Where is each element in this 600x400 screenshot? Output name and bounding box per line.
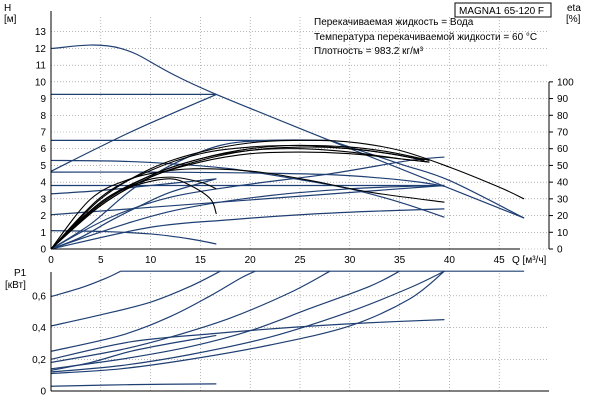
head-curve <box>50 184 445 216</box>
head-y-tick-label: 6 <box>40 144 46 155</box>
flow-xlabel: Q [м³/ч] <box>512 255 547 266</box>
eta-y-tick-label: 70 <box>557 128 569 139</box>
efficiency-curve <box>50 168 445 250</box>
head-y-tick-label: 8 <box>40 111 46 122</box>
flow-x-tick-label: 5 <box>98 255 104 266</box>
head-ylabel-symbol: H <box>4 3 11 14</box>
eta-y-tick-label: 60 <box>557 144 569 155</box>
title-box <box>454 2 552 18</box>
head-y-tick-label: 9 <box>40 94 46 105</box>
power-curve <box>50 383 217 387</box>
power-curve <box>50 270 256 352</box>
power-curve <box>50 319 445 360</box>
power-panel-grid <box>50 272 549 392</box>
power-y-tick-label: 0 <box>40 387 46 398</box>
power-curve <box>50 270 445 373</box>
head-panel-curves <box>50 44 525 250</box>
eta-y-tick-label: 80 <box>557 111 569 122</box>
flow-x-tick-label: 20 <box>245 255 257 266</box>
power-y-tick-label: 0,4 <box>32 323 46 334</box>
efficiency-curve <box>50 178 217 250</box>
power-curve <box>50 270 445 375</box>
eta-y-tick-label: 90 <box>557 94 569 105</box>
head-y-tick-label: 4 <box>40 178 46 189</box>
info-density: Плотность = 983.2 кг/м³ <box>314 46 424 57</box>
power-ylabel-unit: [кВт] <box>5 280 26 291</box>
power-curve <box>50 270 331 364</box>
efficiency-curve <box>50 151 430 250</box>
head-y-tick-label: 5 <box>40 161 46 172</box>
flow-x-tick-label: 25 <box>294 255 306 266</box>
eta-y-tick-label: 40 <box>557 178 569 189</box>
power-curve <box>50 270 221 327</box>
power-curve <box>50 270 121 298</box>
head-curve <box>50 208 445 250</box>
chart-title: MAGNA1 65-120 F <box>459 6 544 17</box>
head-y-tick-label: 12 <box>35 44 47 55</box>
head-y-tick-label: 0 <box>40 245 46 256</box>
power-y-tick-label: 0,6 <box>32 291 46 302</box>
head-curve <box>50 184 445 250</box>
head-curve <box>50 139 330 250</box>
head-curve <box>329 139 525 219</box>
head-curve <box>50 93 217 172</box>
flow-x-tick-label: 40 <box>444 255 456 266</box>
head-y-tick-label: 3 <box>40 194 46 205</box>
flow-x-tick-label: 10 <box>145 255 157 266</box>
head-curve <box>50 159 445 218</box>
efficiency-curve <box>50 176 217 250</box>
head-y-tick-label: 10 <box>35 77 47 88</box>
head-y-tick-label: 11 <box>36 61 47 72</box>
flow-x-tick-label: 0 <box>48 255 54 266</box>
eta-ylabel-symbol: eta <box>567 3 581 14</box>
eta-y-tick-label: 0 <box>557 245 563 256</box>
power-curve <box>50 334 217 371</box>
eta-y-tick-label: 30 <box>557 194 569 205</box>
power-y-tick-label: 0,2 <box>32 355 46 366</box>
flow-x-tick-label: 15 <box>195 255 207 266</box>
flow-x-tick-label: 35 <box>394 255 406 266</box>
head-curve <box>50 230 217 245</box>
head-y-tick-label: 7 <box>40 128 46 139</box>
eta-y-tick-label: 100 <box>557 77 574 88</box>
head-ylabel-unit: [м] <box>4 14 17 25</box>
power-ylabel-symbol: P1 <box>14 268 27 279</box>
eta-y-tick-label: 10 <box>557 228 569 239</box>
head-curve <box>50 178 217 250</box>
head-curve <box>50 171 445 187</box>
info-temperature: Температура перекачиваемой жидкости = 60… <box>314 32 537 43</box>
head-y-tick-label: 1 <box>40 228 46 239</box>
head-y-tick-label: 2 <box>40 211 46 222</box>
eta-y-tick-label: 50 <box>557 161 569 172</box>
head-curve <box>50 44 525 219</box>
efficiency-curve <box>50 144 430 250</box>
power-panel-curves <box>50 270 525 387</box>
head-y-tick-label: 13 <box>35 27 47 38</box>
flow-x-tick-label: 45 <box>494 255 506 266</box>
flow-x-tick-label: 30 <box>344 255 356 266</box>
eta-y-tick-label: 20 <box>557 211 569 222</box>
eta-ylabel-unit: [%] <box>566 14 581 25</box>
info-fluid: Перекачиваемая жидкость = Вода <box>314 17 474 28</box>
